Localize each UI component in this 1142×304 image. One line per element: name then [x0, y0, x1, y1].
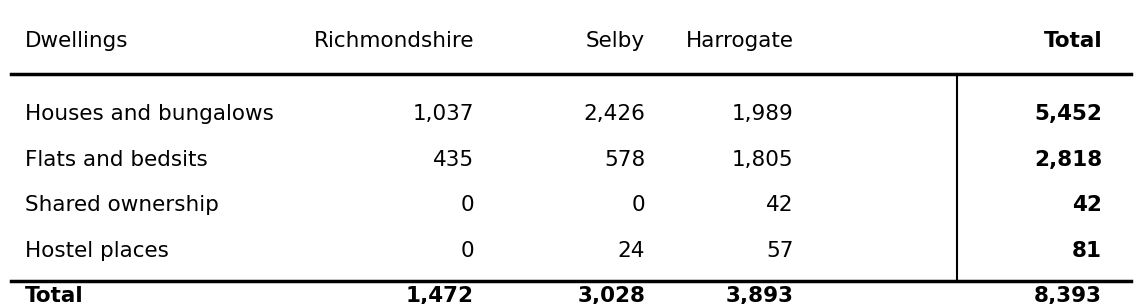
Text: 42: 42	[766, 195, 794, 215]
Text: 578: 578	[604, 150, 645, 170]
Text: 1,037: 1,037	[412, 104, 474, 124]
Text: Selby: Selby	[586, 31, 645, 51]
Text: Richmondshire: Richmondshire	[313, 31, 474, 51]
Text: 42: 42	[1072, 195, 1102, 215]
Text: 1,989: 1,989	[732, 104, 794, 124]
Text: 2,426: 2,426	[584, 104, 645, 124]
Text: 81: 81	[1072, 241, 1102, 261]
Text: Houses and bungalows: Houses and bungalows	[25, 104, 274, 124]
Text: 8,393: 8,393	[1034, 286, 1102, 304]
Text: 3,893: 3,893	[725, 286, 794, 304]
Text: 3,028: 3,028	[577, 286, 645, 304]
Text: Flats and bedsits: Flats and bedsits	[25, 150, 208, 170]
Text: 24: 24	[618, 241, 645, 261]
Text: 57: 57	[766, 241, 794, 261]
Text: Dwellings: Dwellings	[25, 31, 129, 51]
Text: Shared ownership: Shared ownership	[25, 195, 219, 215]
Text: Total: Total	[25, 286, 83, 304]
Text: 0: 0	[460, 195, 474, 215]
Text: 435: 435	[433, 150, 474, 170]
Text: 5,452: 5,452	[1035, 104, 1102, 124]
Text: 1,472: 1,472	[405, 286, 474, 304]
Text: 0: 0	[460, 241, 474, 261]
Text: Harrogate: Harrogate	[685, 31, 794, 51]
Text: 0: 0	[632, 195, 645, 215]
Text: 1,805: 1,805	[732, 150, 794, 170]
Text: Total: Total	[1044, 31, 1102, 51]
Text: 2,818: 2,818	[1034, 150, 1102, 170]
Text: Hostel places: Hostel places	[25, 241, 169, 261]
